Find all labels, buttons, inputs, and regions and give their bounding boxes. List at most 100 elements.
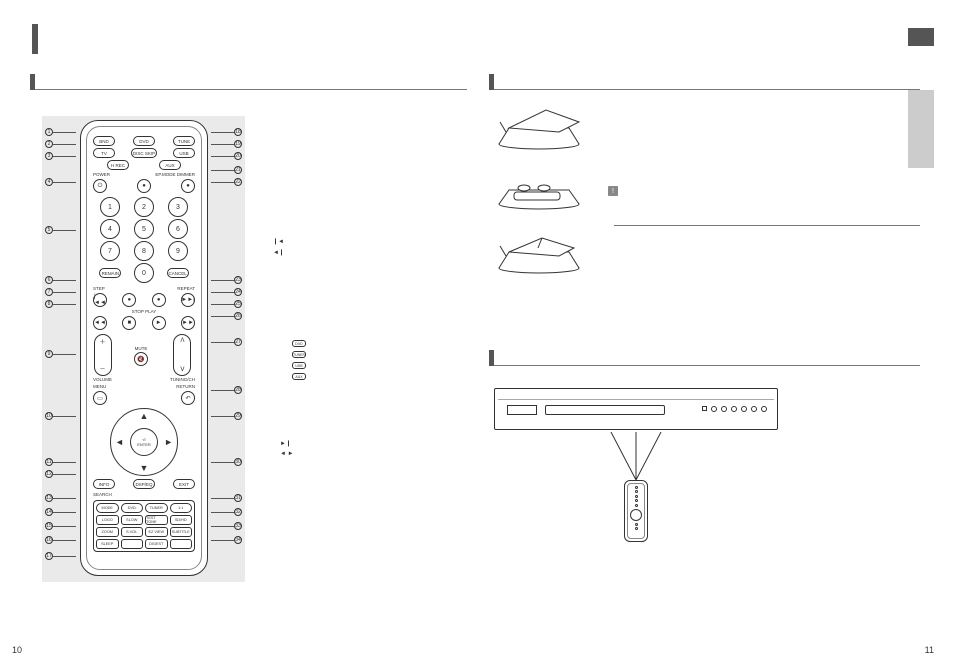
mode-btn: BND — [93, 136, 115, 146]
callout-number: 22 — [234, 178, 242, 186]
page-number-left: 10 — [12, 645, 22, 655]
player-eject-icon — [702, 406, 707, 411]
power-label: POWER — [93, 172, 110, 177]
callout-line — [53, 230, 76, 231]
player-ctrl-btn — [721, 406, 727, 412]
step-repeat-labels: STEP REPEAT — [93, 286, 195, 291]
callout-right: 18 — [211, 128, 242, 136]
vol-up-icon: ＋ — [99, 337, 105, 346]
num-row-1: 1 2 3 — [93, 197, 195, 217]
callout-line — [53, 144, 76, 145]
callout-number: 6 — [45, 276, 53, 284]
callout-right: 23 — [211, 276, 242, 284]
callout-line — [53, 304, 76, 305]
tune-down-icon: ᐯ — [180, 366, 184, 373]
callout-number: 30 — [234, 458, 242, 466]
callout-line — [53, 474, 76, 475]
callout-right: 29 — [211, 412, 242, 420]
func-btn: TEST TONE — [145, 515, 168, 525]
menu-btn: ▭ — [93, 391, 107, 405]
dpad: ▲ ▼ ◄ ► ⏎ ENTER — [110, 408, 178, 476]
enter-label: ENTER — [137, 442, 151, 447]
callout-right: 34 — [211, 536, 242, 544]
callout-number: 24 — [234, 288, 242, 296]
section-mark-left — [30, 74, 35, 90]
epmode-btn: ● — [137, 179, 151, 193]
callout-left: 17 — [45, 552, 76, 560]
func-btn: SUBTITLE — [170, 527, 193, 537]
callout-left: 13 — [45, 494, 76, 502]
callout-left: 11 — [45, 458, 76, 466]
num-row-4: REMAIN 0 CANCEL — [93, 263, 195, 283]
callout-right: 28 — [211, 386, 242, 394]
mode-btn: DISC SKIP — [131, 148, 157, 158]
mute-label: MUTE — [135, 346, 148, 351]
num-row-3: 7 8 9 — [93, 241, 195, 261]
callout-line — [211, 316, 234, 317]
func-btn: MODE — [96, 503, 119, 513]
callout-line — [53, 132, 76, 133]
aim-lines — [606, 432, 666, 480]
glyph-icon: ◄❙ — [273, 249, 284, 256]
glyph-icon: ►❙ — [280, 440, 294, 447]
callout-number: 17 — [45, 552, 53, 560]
callout-number: 34 — [234, 536, 242, 544]
battery-step-2 — [494, 168, 584, 210]
mini-remote-inner — [627, 483, 645, 539]
callout-line — [211, 498, 234, 499]
step-label: STEP — [93, 286, 105, 291]
func-btn: DVD — [121, 503, 144, 513]
player-ctrl-btn — [731, 406, 737, 412]
function-grid: MODE DVD TUNER 1:1 LOGO SLOW TEST TONE S… — [93, 500, 195, 552]
callout-line — [53, 416, 76, 417]
callout-left: 8 — [45, 300, 76, 308]
dsp-btn: DSP/EQ — [133, 479, 155, 489]
callout-line — [53, 462, 76, 463]
callout-line — [53, 156, 76, 157]
mode-btn: TV — [93, 148, 115, 158]
mute-block: MUTE 🔇 — [134, 334, 148, 366]
mode-glyph: AUX — [292, 373, 306, 380]
callout-left: 7 — [45, 288, 76, 296]
page-corner-mark-left — [32, 24, 38, 54]
dpad-right-icon: ► — [164, 437, 173, 447]
glyph-column-3: ►❙ ◄ ► — [280, 440, 294, 457]
mode-row-3: H REC AUX — [93, 160, 195, 170]
power-btn: ⏻ — [93, 179, 107, 193]
return-label: RETURN — [176, 384, 195, 389]
callout-left: 12 — [45, 470, 76, 478]
callout-line — [211, 512, 234, 513]
dpad-enter: ⏎ ENTER — [130, 428, 158, 456]
mode-glyph: TUNER — [292, 351, 306, 358]
repeat-btn: ● — [152, 293, 166, 307]
player-display — [507, 405, 537, 415]
callout-line — [211, 390, 234, 391]
mode-row-1: BND DVD TUNE — [93, 136, 195, 146]
callout-number: 11 — [45, 458, 53, 466]
player-ctrl-btn — [711, 406, 717, 412]
callout-left: 3 — [45, 152, 76, 160]
caution-icon: ! — [608, 186, 618, 196]
mode-row-2: TV DISC SKIP USB — [93, 148, 195, 158]
callout-number: 19 — [234, 140, 242, 148]
dimmer-label: EP.MODE DIMMER — [155, 172, 195, 177]
tuning-label: TUNING/CH — [170, 377, 195, 382]
callout-number: 33 — [234, 522, 242, 530]
callout-line — [211, 144, 234, 145]
num-btn: 5 — [134, 219, 154, 239]
callout-number: 25 — [234, 300, 242, 308]
callout-number: 28 — [234, 386, 242, 394]
return-btn: ↶ — [181, 391, 195, 405]
callout-number: 7 — [45, 288, 53, 296]
mini-remote — [624, 480, 648, 542]
remote-body: BND DVD TUNE TV DISC SKIP USB H REC AUX … — [80, 120, 208, 576]
repeat-label: REPEAT — [177, 286, 195, 291]
num-btn: 4 — [100, 219, 120, 239]
page-number-right: 11 — [925, 645, 934, 655]
tune-up-icon: ᐱ — [180, 337, 184, 344]
mode-glyph: USB — [292, 362, 306, 369]
callout-line — [53, 182, 76, 183]
volume-label: VOLUME — [93, 377, 112, 382]
stop-play-label: STOP PLAY — [93, 309, 195, 314]
callout-number: 13 — [45, 494, 53, 502]
